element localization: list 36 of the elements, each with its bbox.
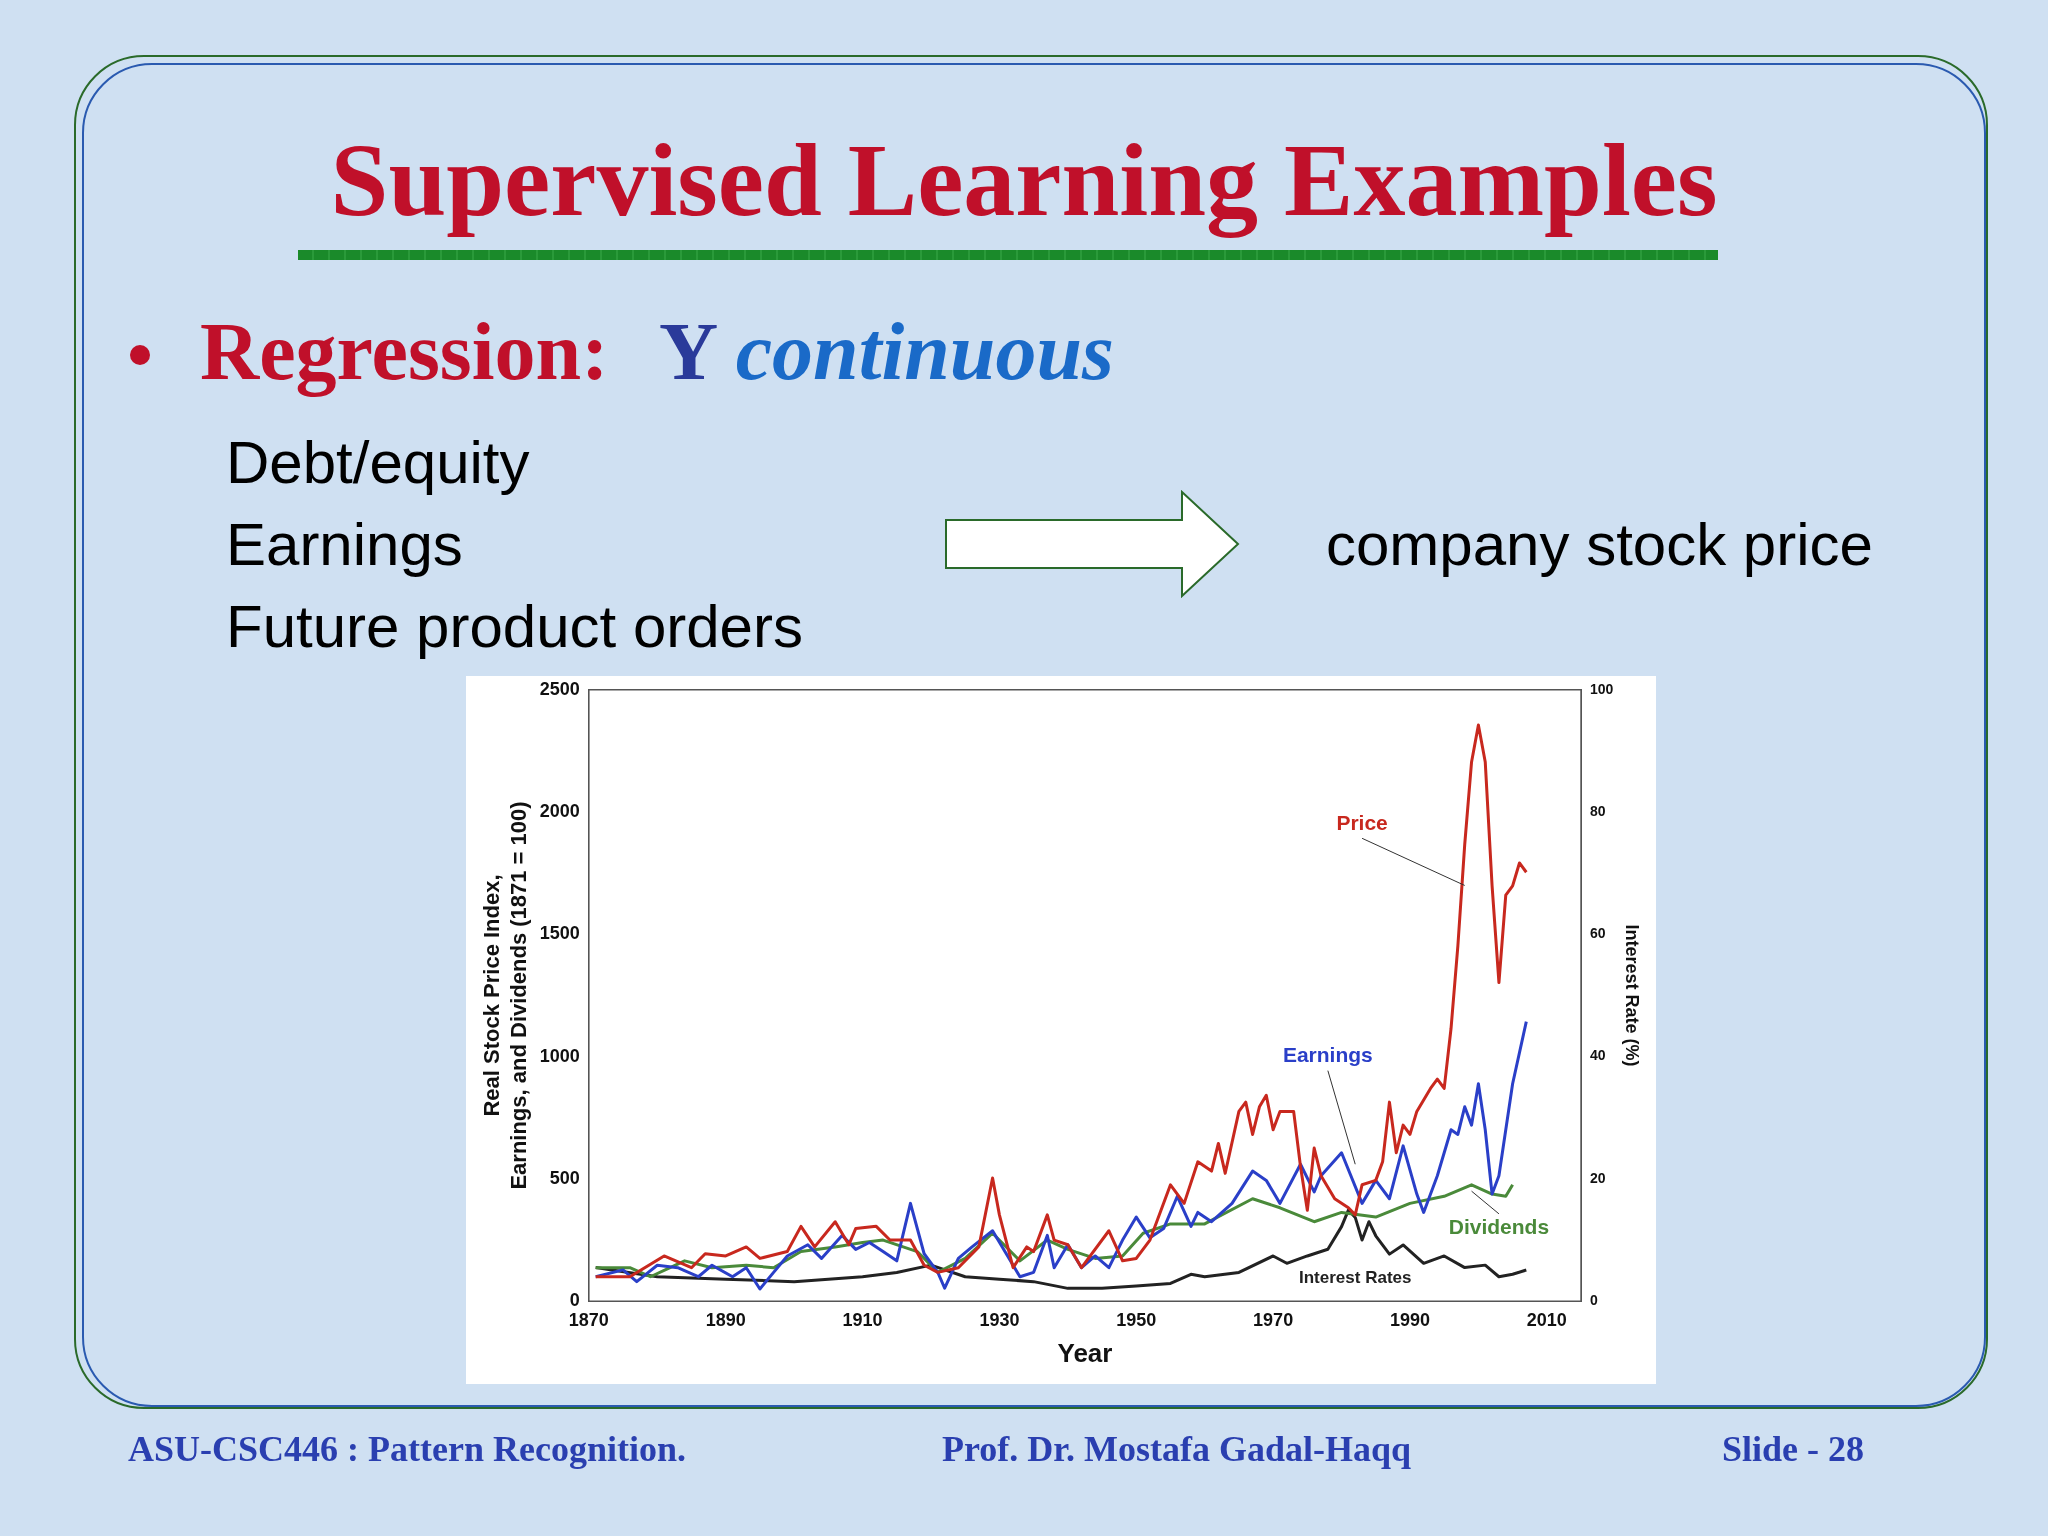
series-label: Interest Rates (1299, 1267, 1412, 1287)
series-label: Dividends (1448, 1214, 1550, 1238)
x-tick-label: 1910 (842, 1309, 883, 1330)
x-tick-label: 2010 (1526, 1309, 1567, 1330)
text: Slide - 28 (1722, 1428, 1865, 1470)
y-tick-label: 1000 (539, 1045, 580, 1066)
x-tick-label: 1970 (1253, 1309, 1294, 1330)
y2-tick-label: 100 (1590, 680, 1614, 697)
y-tick-label: 2000 (539, 801, 580, 822)
y2-tick-label: 20 (1590, 1169, 1606, 1186)
y2-axis-title: Interest Rate (%) (1622, 924, 1643, 1067)
text: Prof. Dr. Mostafa Gadal-Haqq (942, 1428, 1412, 1470)
y-tick-label: 1500 (539, 923, 580, 944)
y-tick-label: 500 (549, 1167, 580, 1188)
x-tick-label: 1870 (568, 1309, 609, 1330)
y2-tick-label: 40 (1590, 1047, 1606, 1064)
text: company stock price (1326, 510, 1873, 579)
chart-title: Supervised Learning Examples (329, 121, 1719, 239)
text: Future product orders (226, 592, 803, 661)
y2-tick-label: 80 (1590, 802, 1606, 819)
text: Earnings (226, 510, 463, 579)
y-tick-label: 0 (569, 1290, 580, 1311)
chart-subtitle: Regression: Y continuous (200, 306, 1114, 397)
x-tick-label: 1890 (705, 1309, 746, 1330)
y2-tick-label: 0 (1590, 1292, 1599, 1309)
y2-tick-label: 60 (1590, 925, 1606, 942)
x-axis-title: Year (1057, 1337, 1113, 1368)
text: ASU-CSC446 : Pattern Recognition. (128, 1428, 686, 1470)
x-tick-label: 1930 (979, 1309, 1020, 1330)
x-tick-label: 1950 (1116, 1309, 1157, 1330)
text: Price (1336, 811, 1388, 835)
y-tick-label: 2500 (539, 678, 580, 699)
x-tick-label: 1990 (1389, 1309, 1430, 1330)
text: Earnings (1282, 1043, 1373, 1067)
text: Debt/equity (226, 428, 530, 497)
y-axis-title: Real Stock Price Index, Earnings, and Dividends (1871 = 100) (479, 801, 531, 1190)
